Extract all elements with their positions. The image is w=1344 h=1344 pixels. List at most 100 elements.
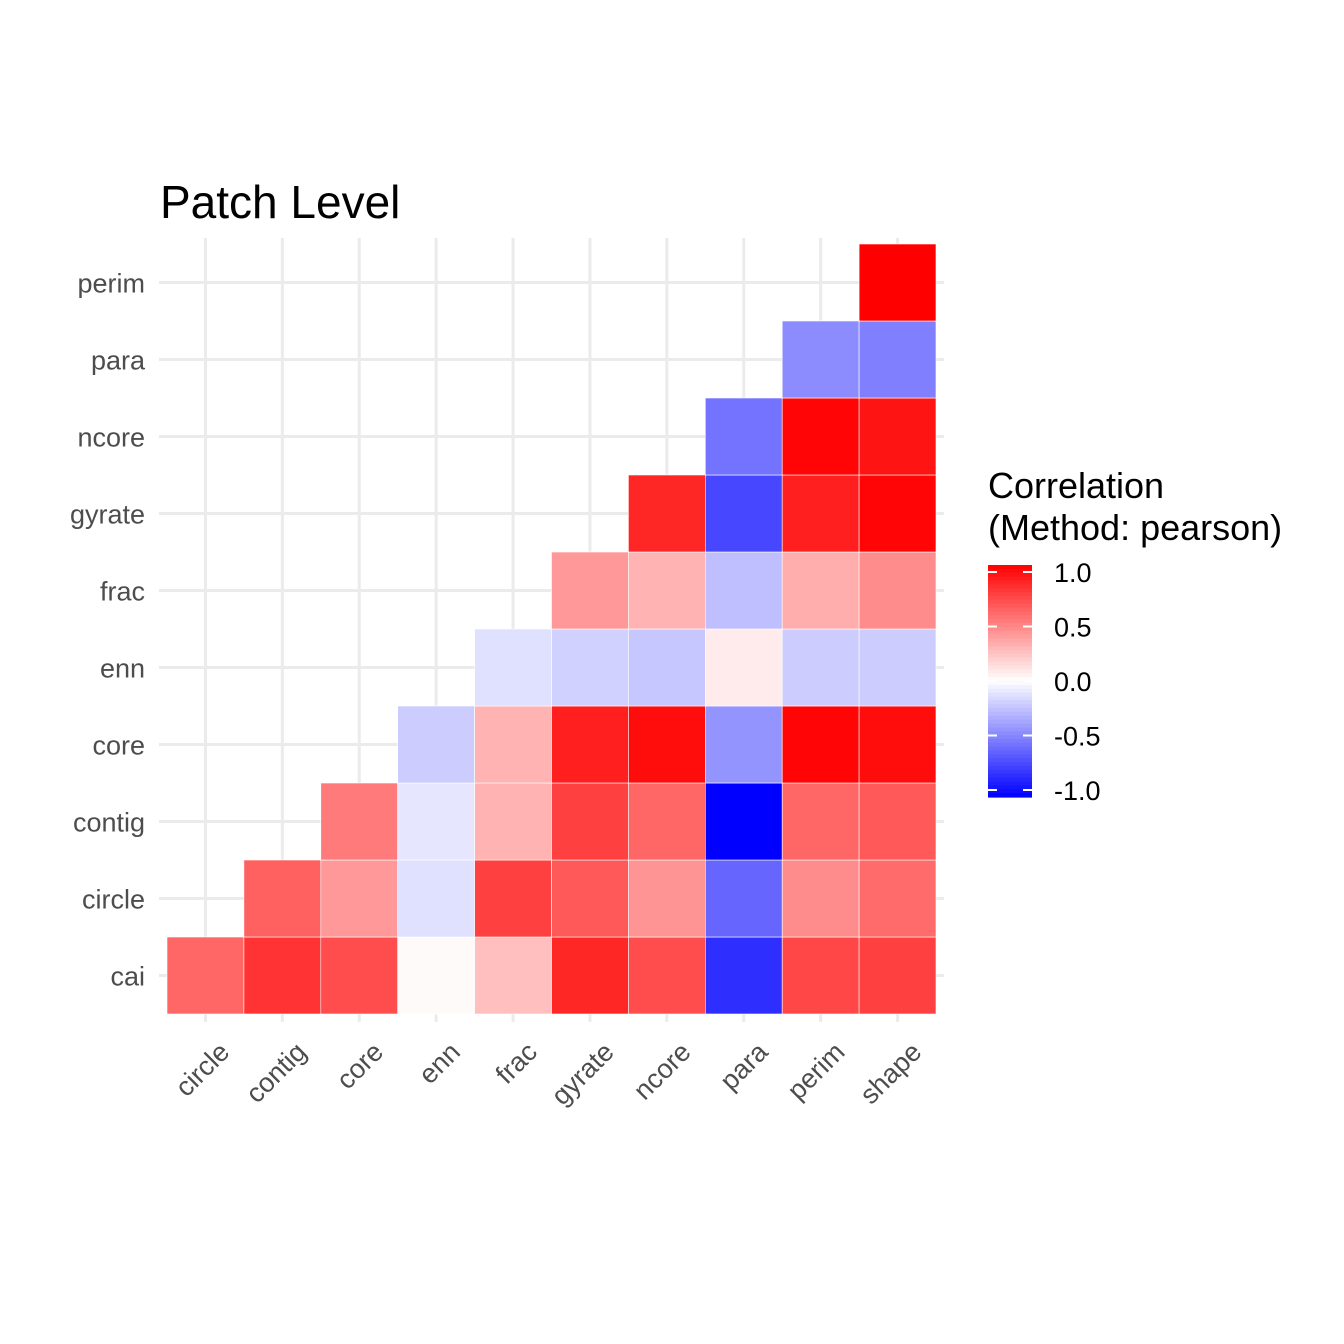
legend-gradient-band [988, 611, 1032, 616]
legend-gradient-band [988, 592, 1032, 597]
heatmap-cell [858, 397, 937, 476]
heatmap-cell [243, 859, 322, 938]
y-tick-label: frac [100, 577, 145, 607]
heatmap-cell [781, 859, 860, 938]
heatmap-cell [858, 782, 937, 861]
heatmap-cell [166, 936, 245, 1015]
legend-gradient-band [988, 715, 1032, 721]
heatmap-cell [781, 551, 860, 630]
legend-gradient-band [988, 793, 1032, 798]
legend-gradient-band [988, 623, 1032, 628]
legend-gradient-band [988, 758, 1032, 763]
y-tick-label: para [91, 346, 146, 376]
heatmap-cell [474, 628, 552, 707]
legend-gradient-band [988, 595, 1032, 601]
heatmap-cell [858, 551, 937, 630]
legend-tick-label: -1.0 [1054, 776, 1101, 806]
legend-gradient-band [988, 708, 1032, 713]
x-tick-label: contig [240, 1037, 312, 1109]
legend-gradient-band [988, 584, 1032, 589]
legend-gradient-band [988, 657, 1032, 663]
legend-gradient-band [988, 607, 1032, 612]
y-tick-label: cai [110, 962, 145, 992]
legend-gradient-band [988, 742, 1032, 748]
legend-gradient-band [988, 599, 1032, 605]
x-tick-label: frac [490, 1037, 543, 1090]
heatmap-cell [781, 397, 860, 476]
legend-tick-label: 0.5 [1054, 613, 1092, 643]
y-tick-label: gyrate [70, 500, 145, 530]
legend-gradient-band [988, 603, 1032, 609]
heatmap-cells [166, 243, 937, 1015]
x-tick-label: gyrate [545, 1037, 619, 1111]
legend-tick-label: 0.0 [1054, 667, 1092, 697]
heatmap-cell [397, 859, 475, 938]
legend-tick-label: 1.0 [1054, 558, 1092, 588]
legend-gradient-band [988, 739, 1032, 744]
x-tick-label: enn [413, 1037, 466, 1090]
legend-gradient-band [988, 750, 1032, 756]
heatmap-cell [781, 782, 860, 861]
y-tick-label: contig [73, 808, 145, 838]
legend-gradient-band [988, 568, 1032, 574]
heatmap-cell [551, 936, 629, 1015]
legend-title-line2: (Method: pearson) [988, 507, 1282, 548]
heatmap-cell [781, 474, 860, 553]
heatmap-cell [704, 705, 783, 784]
heatmap-cell [628, 859, 706, 938]
x-axis-ticks: circle contig core enn frac gyrate ncore para pe… [169, 1036, 927, 1111]
heatmap-cell [781, 628, 860, 707]
heatmap-cell [320, 936, 398, 1015]
heatmap-cell [551, 782, 629, 861]
heatmap-cell [858, 859, 937, 938]
legend-gradient-band [988, 619, 1032, 624]
legend-gradient-band [988, 746, 1032, 752]
heatmap-cell [551, 551, 629, 630]
legend-gradient-band [988, 692, 1032, 698]
legend-gradient-band [988, 630, 1032, 636]
heatmap-cell [858, 628, 937, 707]
heatmap-cell [474, 782, 552, 861]
legend-gradient-band [988, 727, 1032, 732]
heatmap-cell [858, 320, 937, 399]
legend-gradient-band [988, 615, 1032, 620]
heatmap-cell [320, 859, 398, 938]
y-tick-label: perim [77, 269, 145, 299]
heatmap-cell [704, 474, 783, 553]
y-tick-label: core [92, 731, 145, 761]
heatmap-cell [397, 936, 475, 1015]
legend-gradient-band [988, 669, 1032, 674]
y-tick-label: enn [100, 654, 145, 684]
heatmap-cell [320, 782, 398, 861]
legend-gradient-band [988, 626, 1032, 632]
heatmap-cell [628, 474, 706, 553]
heatmap-cell [781, 320, 860, 399]
heatmap-cell [858, 936, 937, 1015]
legend-gradient-band [988, 769, 1032, 775]
heatmap-cell [704, 936, 783, 1015]
legend-gradient-band [988, 785, 1032, 790]
legend-gradient-band [988, 719, 1032, 725]
legend-gradient-band [988, 777, 1032, 783]
legend-gradient-band [988, 638, 1032, 643]
legend-gradient-band [988, 711, 1032, 717]
legend-gradient-band [988, 565, 1032, 570]
heatmap-cell [243, 936, 322, 1015]
legend-gradient-band [988, 696, 1032, 701]
legend-gradient-band [988, 572, 1032, 578]
legend-gradient-band [988, 634, 1032, 640]
y-axis-ticks: cai circle contig core enn frac gyrate ncore par… [70, 269, 146, 992]
heatmap-cell [858, 474, 937, 553]
heatmap-cell [628, 936, 706, 1015]
heatmap-cell [628, 628, 706, 707]
legend-tick-label: -0.5 [1054, 722, 1101, 752]
heatmap-cell [858, 243, 937, 322]
heatmap-cell [474, 936, 552, 1015]
legend: Correlation (Method: pearson) 1.0 0.5 0.0 -… [988, 465, 1282, 806]
heatmap-cell [551, 705, 629, 784]
legend-gradient-band [988, 653, 1032, 659]
x-tick-label: perim [782, 1037, 851, 1106]
legend-gradient-band [988, 789, 1032, 794]
heatmap-cell [704, 859, 783, 938]
